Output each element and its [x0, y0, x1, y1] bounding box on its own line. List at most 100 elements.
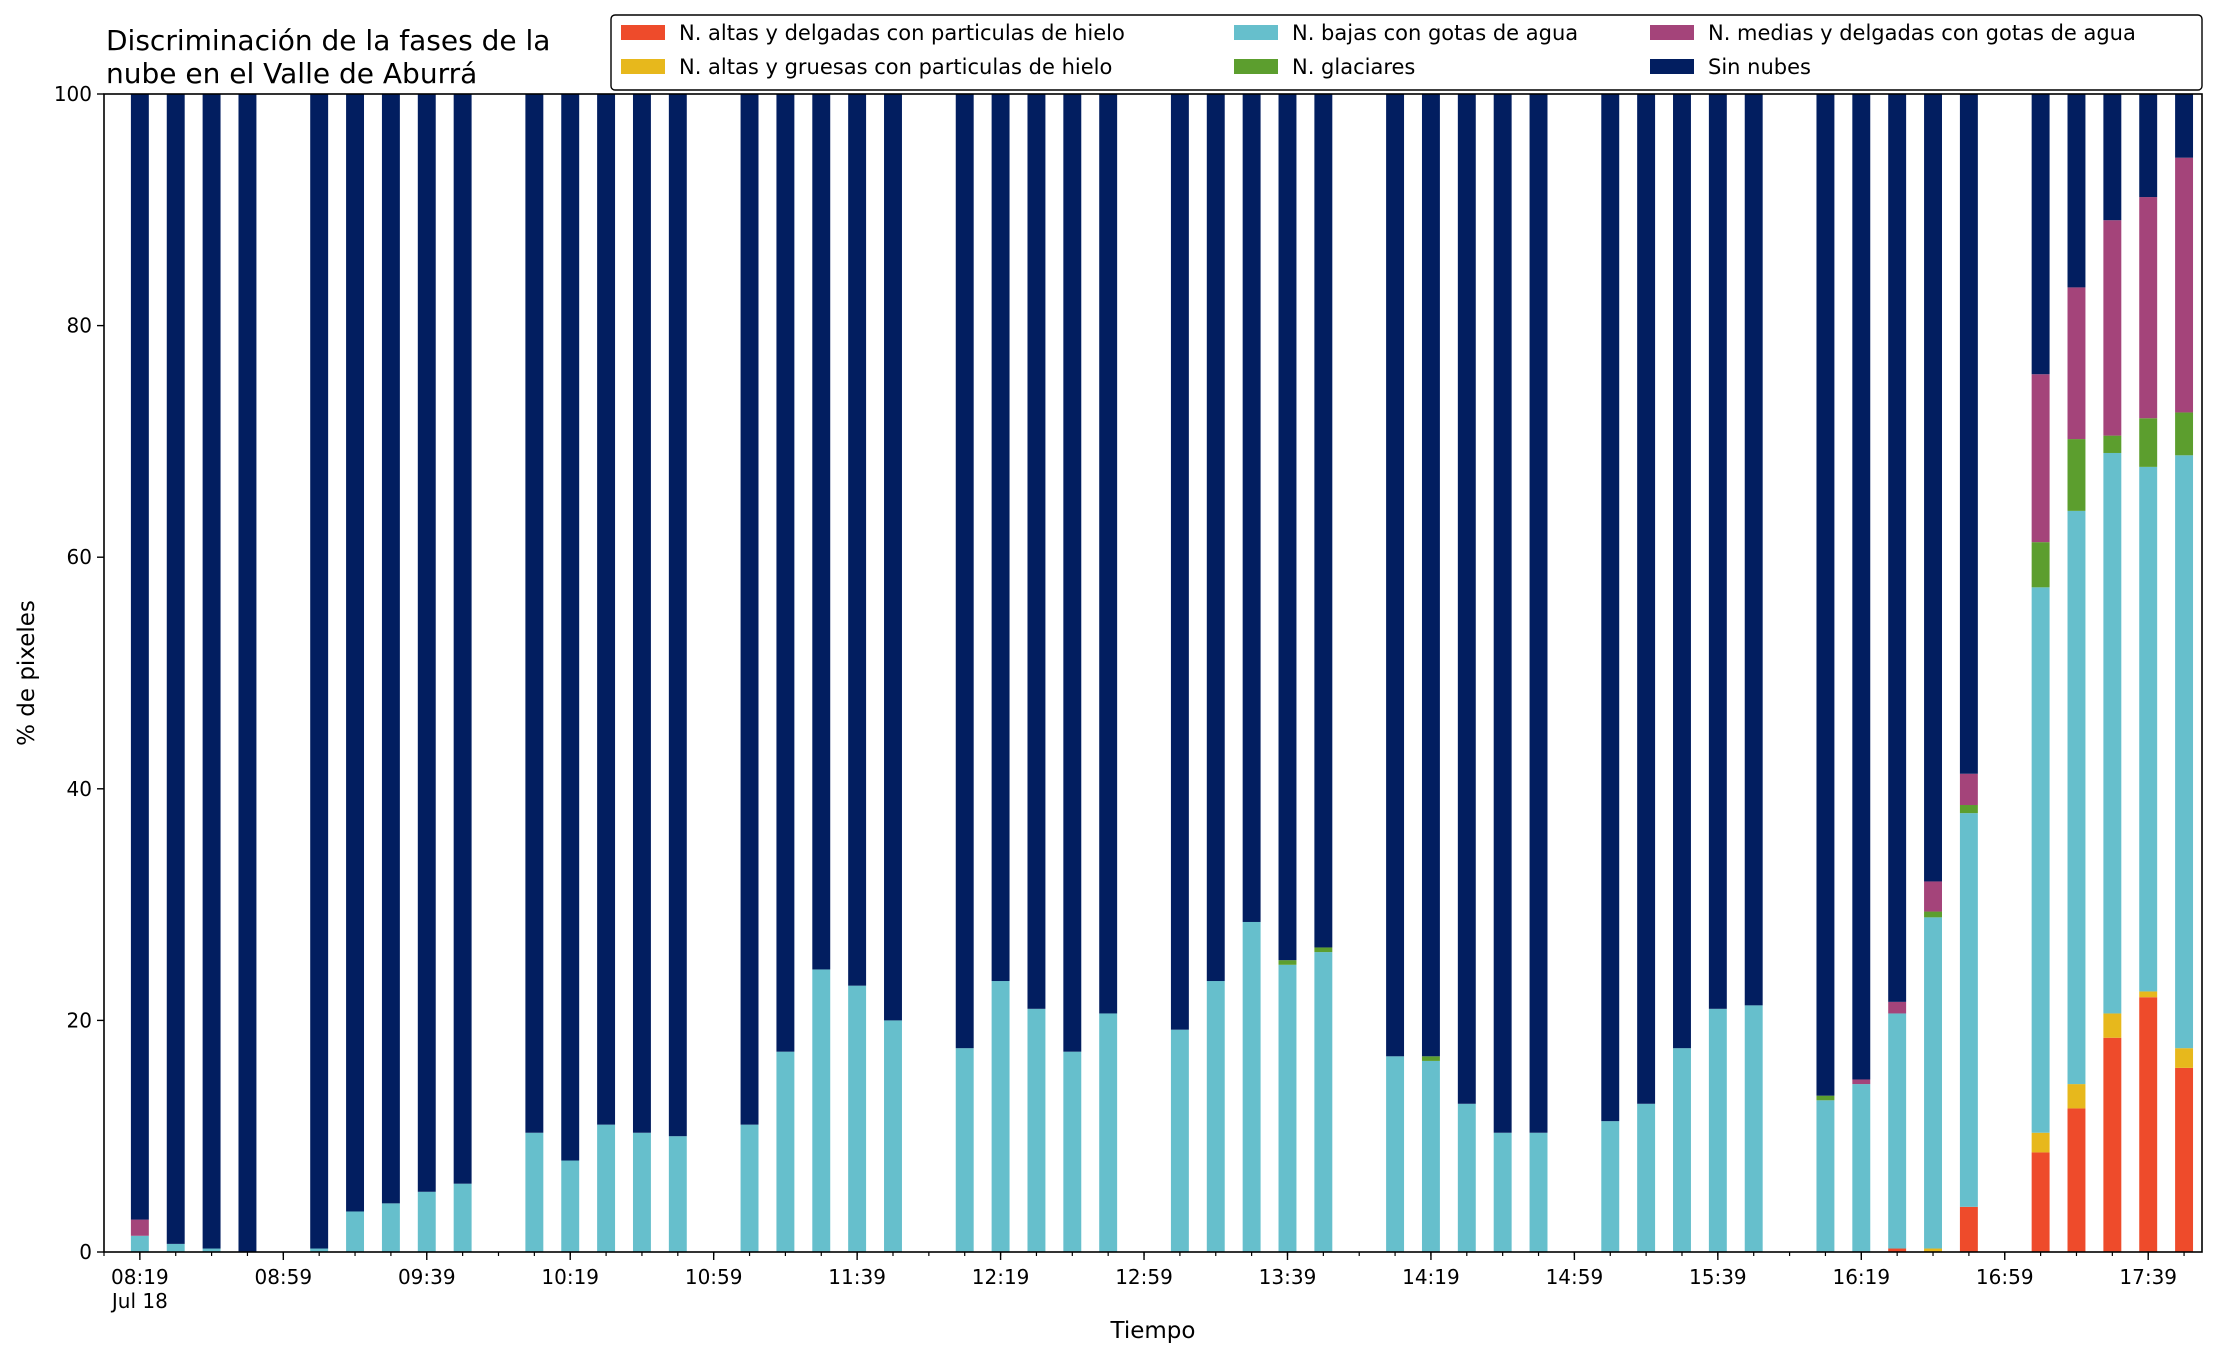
bar-segment-bajas	[417, 1191, 436, 1252]
bar-segment-glaciares	[1959, 805, 1978, 814]
bar-segment-bajas	[2103, 452, 2122, 1014]
bar-segment-sin-nubes	[1063, 94, 1082, 1052]
bar-segment-bajas	[2031, 587, 2050, 1133]
bar-segment-bajas	[1170, 1029, 1189, 1252]
y-axis-label: % de pixeles	[14, 600, 40, 746]
y-tick-label: 100	[54, 82, 92, 106]
bar-stack	[2139, 94, 2158, 1252]
bar-segment-bajas	[776, 1051, 795, 1252]
legend-swatch-medias	[1650, 25, 1694, 40]
bar-segment-glaciares	[1816, 1095, 1835, 1101]
x-tick-label: 12:19	[972, 1265, 1030, 1289]
bars-layer	[130, 94, 2194, 1252]
bar-segment-bajas	[1278, 964, 1297, 1252]
bar-stack	[525, 94, 544, 1252]
bar-stack	[955, 94, 974, 1252]
bar-stack	[1206, 94, 1225, 1252]
bar-segment-bajas	[632, 1132, 651, 1252]
bar-stack	[1708, 94, 1727, 1252]
bar-stack	[1421, 94, 1440, 1252]
bar-segment-medias	[130, 1219, 149, 1236]
bar-stack	[776, 94, 795, 1252]
bar-segment-bajas	[740, 1124, 759, 1252]
bar-segment-sin-nubes	[2175, 94, 2194, 158]
bar-segment-glaciares	[1421, 1056, 1440, 1061]
bar-segment-medias	[2103, 220, 2122, 436]
bar-segment-bajas	[2139, 466, 2158, 992]
chart-title-line-2: nube en el Valle de Aburrá	[106, 57, 477, 90]
bar-segment-sin-nubes	[1027, 94, 1046, 1009]
legend-swatch-bajas	[1234, 25, 1278, 40]
x-tick-label: 14:59	[1546, 1265, 1604, 1289]
bar-segment-bajas	[1242, 921, 1261, 1252]
bar-segment-sin-nubes	[1529, 94, 1548, 1133]
bar-segment-sin-nubes	[812, 94, 831, 970]
bar-segment-sin-nubes	[1278, 94, 1297, 961]
y-tick-label: 60	[67, 545, 92, 569]
y-tick-label: 40	[67, 777, 92, 801]
bar-segment-altas-delgadas	[2103, 1037, 2122, 1252]
bar-segment-sin-nubes	[991, 94, 1010, 982]
bar-segment-bajas	[1959, 813, 1978, 1207]
bar-segment-sin-nubes	[1242, 94, 1261, 922]
bar-segment-sin-nubes	[955, 94, 974, 1049]
bar-segment-bajas	[1421, 1060, 1440, 1252]
x-tick-label: 13:39	[1259, 1265, 1317, 1289]
x-tick-label: 09:39	[398, 1265, 456, 1289]
bar-segment-sin-nubes	[2139, 94, 2158, 198]
bar-segment-sin-nubes	[130, 94, 149, 1220]
legend-frame	[610, 14, 2203, 91]
bar-segment-sin-nubes	[1708, 94, 1727, 1009]
bar-segment-altas-gruesas	[2139, 991, 2158, 998]
bar-stack	[848, 94, 867, 1252]
bar-segment-bajas	[1386, 1056, 1405, 1252]
bar-segment-medias	[2139, 197, 2158, 419]
bar-stack	[238, 94, 257, 1252]
bar-stack	[417, 94, 436, 1252]
x-tick-label: 08:19	[111, 1265, 169, 1289]
bar-segment-sin-nubes	[561, 94, 580, 1161]
bar-segment-sin-nubes	[166, 94, 185, 1244]
bar-segment-sin-nubes	[453, 94, 472, 1184]
bar-segment-sin-nubes	[1493, 94, 1512, 1133]
legend-label-altas-delgadas: N. altas y delgadas con particulas de hi…	[679, 21, 1125, 45]
bar-stack	[561, 94, 580, 1252]
bar-stack	[632, 94, 651, 1252]
bar-segment-sin-nubes	[1457, 94, 1476, 1104]
bar-segment-bajas	[453, 1183, 472, 1252]
bar-segment-glaciares	[1278, 960, 1297, 965]
legend-label-bajas: N. bajas con gotas de agua	[1292, 21, 1578, 45]
bar-segment-altas-delgadas	[1888, 1248, 1907, 1252]
bar-segment-bajas	[1206, 981, 1225, 1252]
bar-stack	[130, 94, 149, 1252]
bar-segment-sin-nubes	[668, 94, 687, 1137]
bar-segment-bajas	[1529, 1132, 1548, 1252]
bar-segment-sin-nubes	[1170, 94, 1189, 1030]
bar-segment-bajas	[1924, 917, 1942, 1249]
bar-segment-sin-nubes	[1206, 94, 1225, 982]
bar-segment-medias	[1852, 1079, 1871, 1085]
bar-stack	[1529, 94, 1548, 1252]
x-tick-label: 10:59	[685, 1265, 743, 1289]
bar-segment-bajas	[597, 1124, 616, 1252]
bar-segment-glaciares	[1924, 911, 1942, 918]
bar-stack	[1744, 94, 1763, 1252]
bar-segment-altas-delgadas	[2031, 1152, 2050, 1252]
bar-stack	[1673, 94, 1691, 1252]
bar-segment-sin-nubes	[884, 94, 902, 1021]
bar-segment-medias	[1924, 881, 1942, 912]
bar-stack	[1637, 94, 1656, 1252]
x-tick-label: 14:19	[1402, 1265, 1460, 1289]
y-tick-label: 20	[67, 1008, 92, 1032]
bar-segment-bajas	[130, 1235, 149, 1252]
bar-segment-altas-delgadas	[1959, 1206, 1978, 1252]
bar-segment-glaciares	[2139, 418, 2158, 467]
bar-stack	[1063, 94, 1082, 1252]
bar-segment-sin-nubes	[202, 94, 221, 1249]
bar-segment-sin-nubes	[2103, 94, 2122, 221]
legend-swatch-altas-delgadas	[621, 25, 665, 40]
bar-segment-sin-nubes	[417, 94, 436, 1192]
bar-segment-bajas	[1314, 952, 1333, 1252]
bar-stack	[1924, 94, 1942, 1252]
